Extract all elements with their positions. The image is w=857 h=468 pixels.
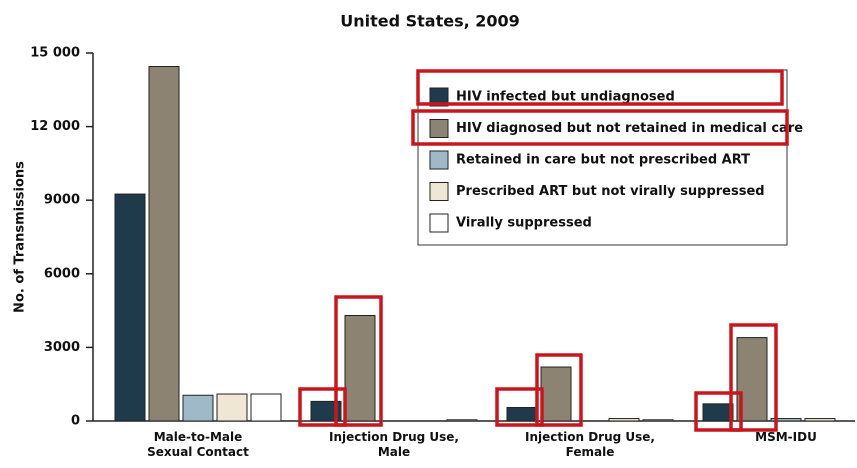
legend-label: Retained in care but not prescribed ART — [456, 153, 750, 168]
legend-swatch — [429, 150, 449, 170]
bar — [540, 366, 572, 422]
highlight-box — [535, 353, 583, 427]
legend-swatch — [429, 213, 449, 233]
bar — [642, 419, 674, 422]
x-tick-label: Male-to-Male Sexual Contact — [147, 430, 249, 459]
highlight-box — [729, 323, 778, 432]
bar — [310, 400, 342, 422]
legend-label: Virally suppressed — [456, 216, 592, 231]
bar — [608, 418, 640, 422]
y-tick-label: 6000 — [44, 266, 80, 281]
y-tick-label: 0 — [71, 414, 80, 429]
bar — [250, 393, 282, 422]
bar — [182, 394, 214, 422]
highlight-box — [298, 387, 347, 427]
legend-box — [417, 69, 788, 246]
chart-title: United States, 2009 — [340, 12, 520, 31]
legend-label: Prescribed ART but not virally suppresse… — [456, 184, 765, 199]
legend: HIV infected but undiagnosed HIV diagnose… — [429, 87, 803, 233]
highlight-box — [334, 295, 383, 427]
y-tick-label: 3000 — [44, 340, 80, 355]
highlight-box — [416, 69, 784, 106]
highlight-box — [411, 109, 789, 146]
legend-swatch — [429, 119, 449, 138]
highlights — [298, 69, 789, 432]
legend-label: HIV infected but undiagnosed — [456, 90, 675, 105]
x-tick-label: MSM-IDU — [755, 430, 817, 444]
bar — [506, 407, 538, 422]
y-tick-label: 12 000 — [30, 119, 80, 134]
legend-swatch — [429, 182, 449, 201]
bar — [216, 393, 248, 422]
bar — [446, 419, 478, 422]
x-tick-label: Injection Drug Use, Female — [525, 430, 655, 459]
bar — [344, 315, 376, 422]
bar — [702, 403, 734, 422]
y-tick-label: 15 000 — [30, 46, 80, 61]
bars — [114, 65, 836, 422]
bar — [114, 193, 146, 422]
highlight-box — [495, 387, 544, 427]
y-tick-label: 9000 — [44, 193, 80, 208]
legend-label: HIV diagnosed but not retained in medica… — [456, 121, 803, 136]
y-axis-label: No. of Transmissions — [13, 161, 28, 313]
highlight-box — [694, 391, 743, 432]
x-tick-label: Injection Drug Use, Male — [329, 430, 459, 459]
legend-swatch — [429, 87, 449, 107]
bar — [804, 418, 836, 422]
bar — [148, 65, 180, 422]
bar — [770, 418, 802, 422]
